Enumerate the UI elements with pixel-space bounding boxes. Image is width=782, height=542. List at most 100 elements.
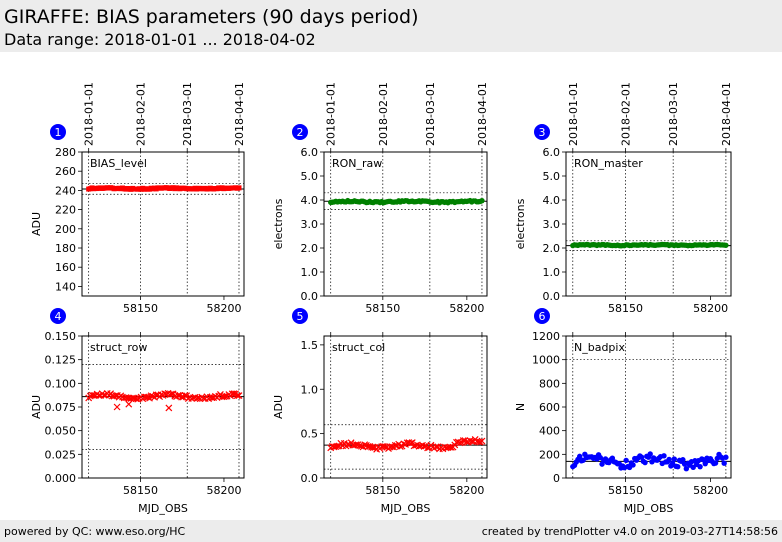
data-point	[235, 392, 243, 400]
x-tick-label: 58150	[123, 484, 158, 497]
panel-number-label: 4	[55, 310, 62, 323]
y-axis-label: electrons	[272, 198, 285, 249]
y-tick-label: 180	[55, 242, 76, 255]
y-tick-label: 800	[539, 377, 560, 390]
data-point	[152, 391, 160, 399]
panel-number-badge	[50, 124, 66, 140]
x-tick-label: 58150	[365, 484, 400, 497]
data-point	[447, 443, 455, 451]
data-point	[661, 453, 667, 459]
data-point	[683, 465, 690, 472]
data-point	[671, 456, 677, 462]
plot-panel-1: 1 2018-01-01 2018-02-01 2018-03-01 2018-04-0…	[30, 82, 246, 315]
date-tick-label: 2018-04-01	[233, 82, 246, 146]
data-point	[361, 441, 369, 449]
data-point	[236, 185, 242, 191]
date-tick-label: 2018-04-01	[720, 82, 733, 146]
x-tick-label: 58150	[123, 302, 158, 315]
footer-created-by: created by trendPlotter v4.0 on 2019-03-…	[481, 525, 778, 538]
panel-number-badge	[292, 124, 308, 140]
y-tick-label: 1.5	[301, 339, 319, 352]
header-bar: GIRAFFE: BIAS parameters (90 days period…	[0, 0, 782, 52]
data-point	[478, 437, 486, 445]
y-tick-label: 6.0	[301, 146, 319, 159]
panel-number-label: 5	[297, 310, 304, 323]
date-tick-label: 2018-03-01	[181, 82, 194, 146]
data-point	[723, 454, 729, 460]
y-tick-label: 0.5	[301, 428, 319, 441]
data-point	[623, 457, 629, 464]
data-point	[666, 456, 672, 463]
footer-powered-by: powered by QC: www.eso.org/HC	[4, 525, 186, 538]
y-tick-label: 600	[539, 401, 560, 414]
y-tick-label: 0.000	[45, 472, 77, 485]
y-axis-label: ADU	[30, 395, 43, 419]
data-point	[178, 393, 185, 401]
data-point	[721, 460, 727, 466]
date-tick-label: 2018-02-01	[620, 82, 633, 146]
y-tick-label: 5.0	[543, 170, 561, 183]
y-tick-label: 1.0	[301, 383, 319, 396]
plot-panel-6: 6 0 200 400 600 800 1000 1200 58150 58200 N_badpix…	[514, 308, 732, 515]
y-tick-label: 0.050	[45, 425, 77, 438]
data-point	[712, 460, 719, 466]
x-tick-label: 58200	[206, 302, 241, 315]
x-tick-label: 58200	[449, 484, 484, 497]
footer-bar: powered by QC: www.eso.org/HC created by…	[0, 520, 782, 542]
y-tick-label: 0.025	[45, 448, 77, 461]
data-point	[174, 391, 182, 399]
data-point	[647, 451, 653, 457]
x-tick-label: 58150	[365, 302, 400, 315]
plot-panel-5: 5 0.0 0.5 1.0 1.5 58150 58200 struct_col ADU MJD_…	[272, 308, 488, 515]
date-tick-label: 2018-01-01	[325, 82, 338, 146]
date-tick-label: 2018-03-01	[424, 82, 437, 146]
x-axis-label: MJD_OBS	[138, 502, 188, 515]
x-tick-label: 58200	[206, 484, 241, 497]
y-axis-label: N	[514, 403, 527, 411]
y-axis-label: electrons	[514, 198, 527, 249]
y-tick-label: 4.0	[543, 194, 561, 207]
x-tick-label: 58150	[608, 484, 643, 497]
axes-frame	[565, 151, 732, 297]
y-tick-label: 200	[55, 223, 76, 236]
data-point	[675, 464, 681, 470]
y-tick-label: 0.0	[543, 290, 561, 303]
y-tick-label: 0.100	[45, 377, 77, 390]
x-tick-label: 58200	[693, 484, 728, 497]
y-tick-label: 0.075	[45, 401, 77, 414]
data-point	[723, 242, 729, 248]
y-tick-label: 0.125	[45, 354, 77, 367]
y-tick-label: 1.0	[543, 266, 561, 279]
y-tick-label: 4.0	[301, 194, 319, 207]
y-tick-label: 3.0	[301, 218, 319, 231]
date-tick-label: 2018-01-01	[83, 82, 96, 146]
axes-frame	[323, 335, 488, 479]
data-point	[456, 439, 464, 447]
data-point	[680, 457, 686, 463]
data-point	[420, 443, 428, 450]
panel-number-label: 6	[539, 310, 546, 323]
y-tick-label: 0.150	[45, 330, 77, 343]
y-tick-label: 280	[55, 146, 76, 159]
page-subtitle: Data range: 2018-01-01 ... 2018-04-02	[4, 30, 316, 49]
date-tick-label: 2018-03-01	[667, 82, 680, 146]
data-point	[638, 454, 645, 460]
data-point	[468, 437, 476, 445]
y-tick-label: 200	[539, 448, 560, 461]
data-point	[630, 462, 636, 468]
y-tick-label: 2.0	[543, 242, 561, 255]
date-tick-label: 2018-04-01	[476, 82, 489, 146]
y-axis-label: ADU	[272, 395, 285, 419]
y-tick-label: 1.0	[301, 266, 319, 279]
y-axis-label: ADU	[30, 212, 43, 236]
data-point	[165, 404, 173, 412]
y-tick-label: 1200	[532, 330, 560, 343]
panel-number-label: 3	[539, 126, 546, 139]
panel-title: struct_col	[332, 341, 385, 354]
data-point	[125, 400, 133, 408]
panel-number-label: 1	[55, 126, 62, 139]
page-title: GIRAFFE: BIAS parameters (90 days period…	[4, 6, 419, 28]
panel-number-badge	[292, 308, 308, 324]
data-point	[233, 392, 241, 400]
x-axis-label: MJD_OBS	[624, 502, 674, 515]
